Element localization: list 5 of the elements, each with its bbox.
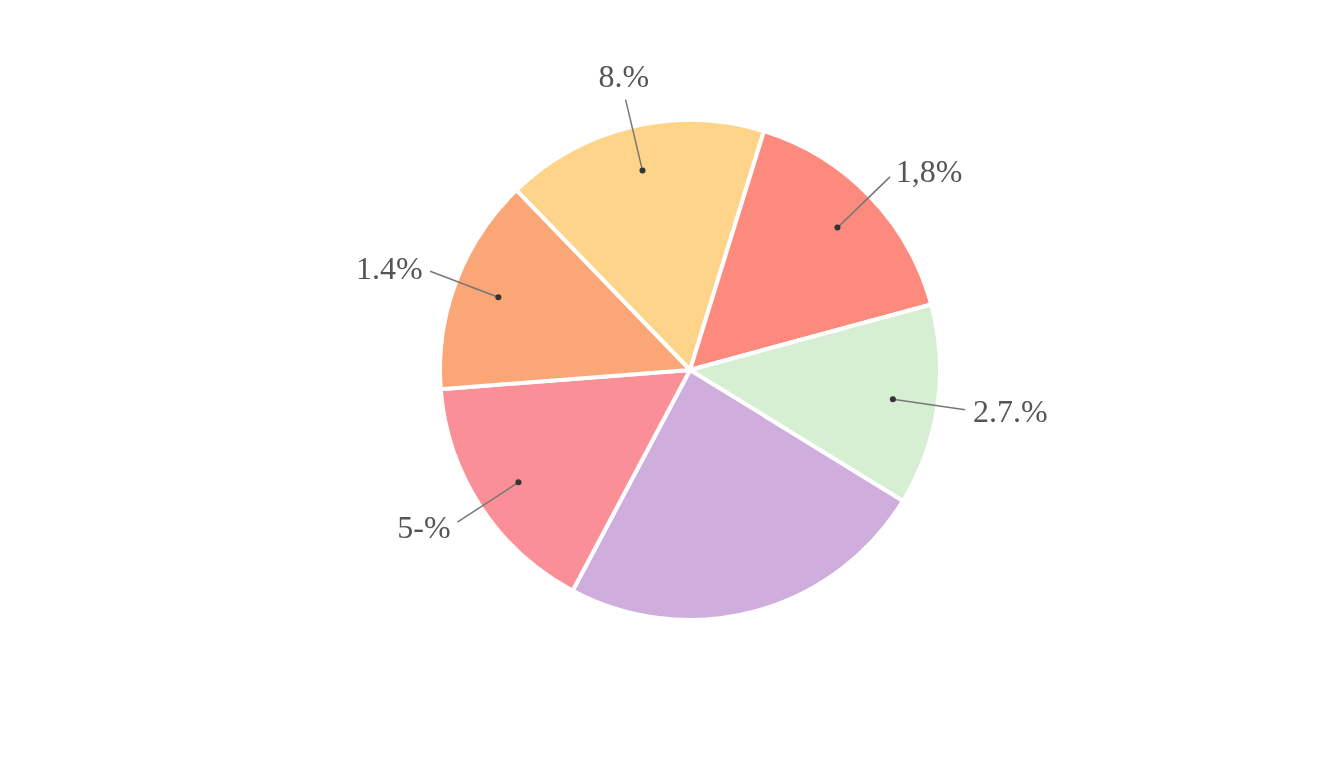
text: 1,8% bbox=[895, 153, 963, 190]
text: 8.% bbox=[598, 57, 650, 94]
text: 1.4% bbox=[355, 250, 423, 287]
text: 5-% bbox=[397, 508, 451, 545]
text: 2.7.% bbox=[973, 392, 1048, 429]
